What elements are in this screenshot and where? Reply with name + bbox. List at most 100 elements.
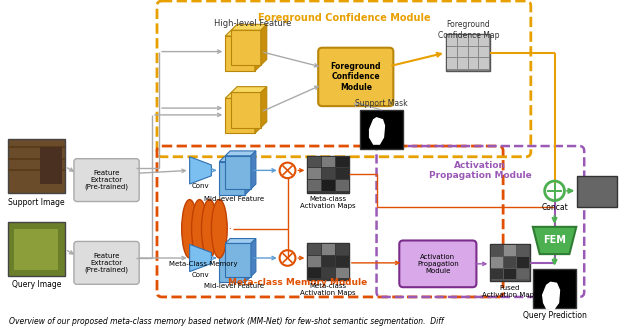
Bar <box>336 244 349 255</box>
Bar <box>13 229 58 270</box>
Text: Overview of our proposed meta-class memory based network (MM-Net) for few-shot s: Overview of our proposed meta-class memo… <box>9 317 443 326</box>
Bar <box>504 245 516 256</box>
Bar <box>8 139 65 193</box>
Bar <box>322 180 335 191</box>
FancyBboxPatch shape <box>74 241 139 284</box>
Text: Query Prediction: Query Prediction <box>523 311 586 319</box>
Bar <box>308 157 321 167</box>
FancyBboxPatch shape <box>318 48 394 106</box>
Bar <box>532 269 576 308</box>
Polygon shape <box>251 151 256 189</box>
Text: Meta-class
Activation Maps: Meta-class Activation Maps <box>300 196 356 209</box>
Text: Conv: Conv <box>192 183 209 189</box>
Polygon shape <box>225 36 255 71</box>
Bar <box>308 180 321 191</box>
Bar <box>336 168 349 179</box>
Polygon shape <box>231 87 267 92</box>
Bar <box>322 168 335 179</box>
Bar <box>308 244 321 255</box>
Polygon shape <box>231 92 261 128</box>
Ellipse shape <box>191 200 207 258</box>
Bar <box>308 268 321 278</box>
Text: Fused
Activation Maps: Fused Activation Maps <box>482 285 538 298</box>
Bar <box>492 257 503 268</box>
Ellipse shape <box>182 200 198 258</box>
Text: Meta-Class Memory: Meta-Class Memory <box>169 261 237 267</box>
Text: Support Image: Support Image <box>8 198 65 207</box>
Bar <box>468 47 478 58</box>
Bar <box>468 59 478 69</box>
Bar <box>517 245 529 256</box>
Polygon shape <box>251 239 256 276</box>
Bar <box>336 180 349 191</box>
Polygon shape <box>220 244 250 249</box>
Bar <box>492 245 503 256</box>
Bar <box>479 59 489 69</box>
Text: Foreground
Confidence Map: Foreground Confidence Map <box>438 20 499 40</box>
Polygon shape <box>189 244 211 272</box>
Bar <box>447 35 457 46</box>
FancyBboxPatch shape <box>399 240 476 287</box>
Text: Foreground
Confidence
Module: Foreground Confidence Module <box>330 62 381 92</box>
Bar <box>458 59 468 69</box>
Text: FEM: FEM <box>543 236 566 245</box>
Text: Query Image: Query Image <box>12 280 61 290</box>
Polygon shape <box>220 162 245 195</box>
Bar <box>322 268 335 278</box>
Bar <box>447 47 457 58</box>
Text: Meta-class
Activation Maps: Meta-class Activation Maps <box>300 283 356 296</box>
Bar <box>447 59 457 69</box>
Text: Conv: Conv <box>192 272 209 278</box>
Bar <box>504 269 516 279</box>
Text: Feature
Extractor
(Pre-trained): Feature Extractor (Pre-trained) <box>84 253 129 273</box>
Polygon shape <box>225 30 261 36</box>
Bar <box>322 244 335 255</box>
Bar <box>336 268 349 278</box>
Bar <box>458 35 468 46</box>
Polygon shape <box>225 92 261 98</box>
Polygon shape <box>255 30 261 71</box>
Text: High-level Feature: High-level Feature <box>214 19 292 29</box>
Bar <box>517 269 529 279</box>
Polygon shape <box>225 98 255 133</box>
Polygon shape <box>225 239 256 243</box>
Polygon shape <box>225 243 251 276</box>
Polygon shape <box>543 282 559 310</box>
Text: Support Mask: Support Mask <box>355 99 408 108</box>
Bar <box>492 269 503 279</box>
Bar <box>307 156 349 193</box>
Text: Meta-class Memory Module: Meta-class Memory Module <box>228 278 367 287</box>
Text: Foreground Confidence Module: Foreground Confidence Module <box>257 13 430 23</box>
Polygon shape <box>532 227 576 254</box>
Text: Activation
Propagation
Module: Activation Propagation Module <box>417 254 459 274</box>
Bar <box>577 176 617 207</box>
Polygon shape <box>255 92 261 133</box>
Polygon shape <box>231 30 261 65</box>
Polygon shape <box>220 249 245 282</box>
Text: Mid-level Feature: Mid-level Feature <box>204 196 264 202</box>
Bar <box>479 35 489 46</box>
Bar <box>517 257 529 268</box>
Bar <box>40 147 62 184</box>
Text: Concat: Concat <box>541 203 568 213</box>
Polygon shape <box>261 87 267 128</box>
Ellipse shape <box>202 200 218 258</box>
Bar <box>322 256 335 267</box>
Text: Feature
Extractor
(Pre-trained): Feature Extractor (Pre-trained) <box>84 170 129 190</box>
Bar <box>458 47 468 58</box>
Bar <box>322 157 335 167</box>
Bar <box>308 168 321 179</box>
Bar <box>504 257 516 268</box>
Polygon shape <box>261 24 267 65</box>
Polygon shape <box>220 157 250 162</box>
Text: Activation
Propagation Module: Activation Propagation Module <box>429 161 532 180</box>
Text: ·  ·: · · <box>218 224 232 234</box>
Text: Mid-level Feature: Mid-level Feature <box>204 283 264 289</box>
Bar <box>490 244 530 281</box>
Bar <box>446 34 490 71</box>
Bar <box>479 47 489 58</box>
Bar <box>308 256 321 267</box>
Bar <box>360 110 403 149</box>
Bar <box>336 157 349 167</box>
Polygon shape <box>189 157 211 184</box>
